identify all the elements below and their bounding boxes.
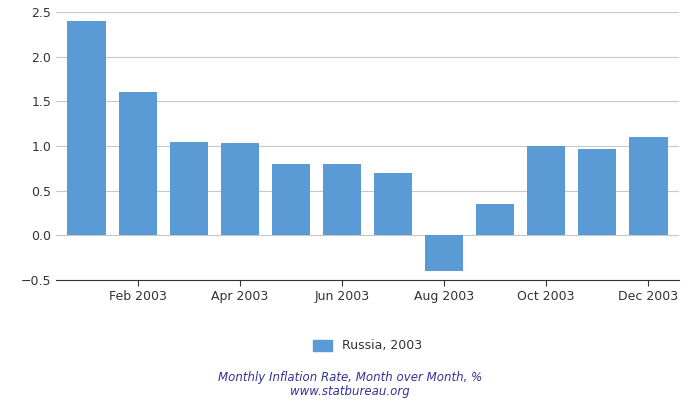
Text: Monthly Inflation Rate, Month over Month, %: Monthly Inflation Rate, Month over Month…	[218, 372, 482, 384]
Bar	[169, 142, 208, 235]
Bar	[527, 146, 566, 235]
Text: www.statbureau.org: www.statbureau.org	[290, 386, 410, 398]
Bar	[476, 204, 514, 235]
Bar	[118, 92, 157, 235]
Bar	[220, 143, 259, 235]
Legend: Russia, 2003: Russia, 2003	[308, 334, 427, 358]
Bar	[272, 164, 310, 235]
Bar	[629, 137, 668, 235]
Bar	[425, 235, 463, 271]
Bar	[374, 173, 412, 235]
Bar	[578, 149, 617, 235]
Bar	[323, 164, 361, 235]
Bar	[67, 21, 106, 235]
